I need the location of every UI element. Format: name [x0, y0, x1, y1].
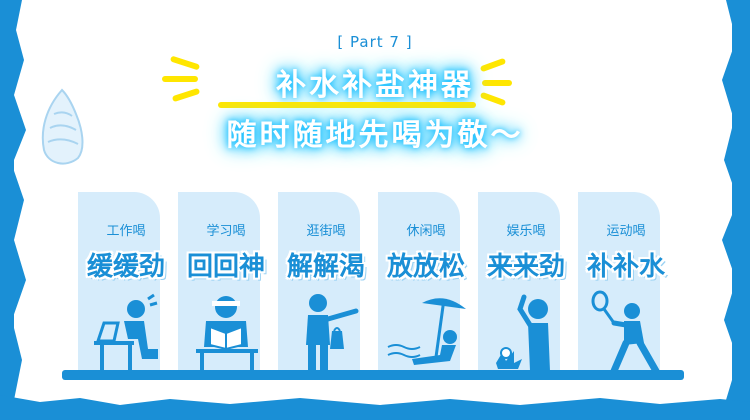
- card-headline: 来来劲: [486, 252, 565, 282]
- card-headline: 补补水: [586, 252, 665, 282]
- title-underline: [218, 102, 476, 108]
- person-playing-ball-icon: [496, 294, 550, 371]
- part-tag: [ Part 7 ]: [337, 33, 413, 51]
- decor-ray: [482, 80, 512, 86]
- title-line-2: 随时随地先喝为敬～: [226, 118, 524, 153]
- card-label: 运动喝: [606, 224, 646, 239]
- person-at-laptop-icon: [94, 293, 158, 371]
- card-label: 休闲喝: [406, 224, 446, 239]
- title-line-2-wrap: 随时随地先喝为敬～: [0, 110, 750, 154]
- card-headline: 解解渴: [286, 252, 365, 282]
- ground-bar: [62, 370, 684, 380]
- title-line-1-wrap: 补水补盐神器: [0, 60, 750, 104]
- person-shopping-icon: [306, 294, 359, 371]
- card-study: 学习喝 回回神: [178, 192, 274, 372]
- card-label: 娱乐喝: [506, 224, 546, 239]
- person-at-beach-icon: [387, 298, 466, 365]
- card-label: 学习喝: [206, 224, 246, 239]
- person-studying-icon: [196, 296, 258, 371]
- card-headline: 缓缓劲: [86, 252, 165, 282]
- card-leisure: 休闲喝 放放松: [378, 192, 474, 372]
- card-headline: 回回神: [186, 252, 265, 282]
- card-background: [578, 192, 660, 372]
- card-label: 工作喝: [106, 224, 146, 239]
- card-entertainment: 娱乐喝 来来劲: [478, 192, 574, 372]
- card-headline: 放放松: [386, 252, 465, 282]
- card-work: 工作喝 缓缓劲: [78, 192, 174, 372]
- card-label: 逛街喝: [306, 224, 346, 239]
- scene-cards: 工作喝 缓缓劲 学习喝 回回神: [78, 192, 678, 372]
- person-tennis-icon: [591, 290, 660, 372]
- card-sport: 运动喝 补补水: [578, 192, 674, 372]
- title-line-1: 补水补盐神器: [276, 68, 474, 103]
- seashell-icon: [41, 88, 84, 165]
- decor-ray: [162, 76, 198, 82]
- card-shopping: 逛街喝 解解渴: [278, 192, 374, 372]
